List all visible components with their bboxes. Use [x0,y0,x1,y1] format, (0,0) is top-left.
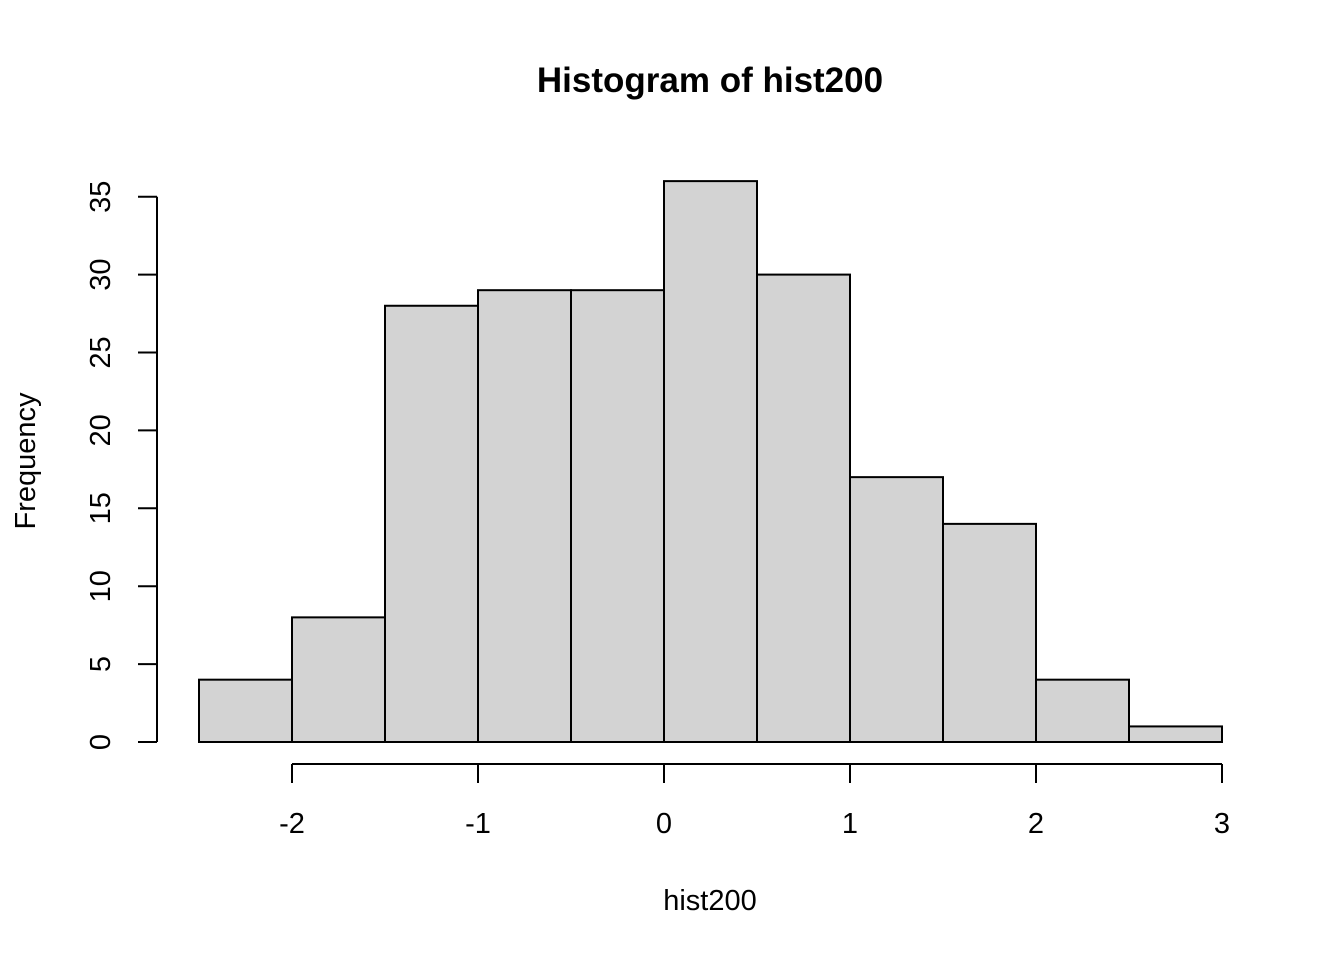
histogram-bar [477,289,572,743]
chart-title: Histogram of hist200 [537,61,883,100]
x-tick-label: -2 [279,808,305,840]
x-axis-label: hist200 [663,885,757,917]
y-tick-label: 20 [85,414,117,446]
y-tick-label: 10 [85,570,117,602]
y-axis-label: Frequency [10,392,42,530]
bars-group [198,180,1223,743]
histogram-bar [291,616,386,743]
histogram-bar [198,678,293,743]
x-tick-label: -1 [465,808,491,840]
histogram-bar [384,304,479,743]
y-tick-label: 35 [85,181,117,213]
x-tick-label: 1 [842,808,858,840]
y-tick-label: 15 [85,492,117,524]
x-tick-label: 2 [1028,808,1044,840]
histogram-bar [663,180,758,743]
y-tick-label: 0 [85,734,117,750]
histogram-bar [570,289,665,743]
histogram-bar [942,522,1037,743]
histogram-bar [1128,725,1223,743]
histogram-bar [849,476,944,743]
y-tick-label: 25 [85,336,117,368]
x-tick-label: 0 [656,808,672,840]
x-axis: -2 -1 0 1 2 3 [279,763,1230,840]
y-axis: 0 5 10 15 20 25 30 35 [85,181,158,750]
histogram-bar [756,273,851,743]
histogram-bar [1035,678,1130,743]
x-tick-label: 3 [1214,808,1230,840]
y-tick-label: 30 [85,258,117,290]
y-tick-label: 5 [85,656,117,672]
